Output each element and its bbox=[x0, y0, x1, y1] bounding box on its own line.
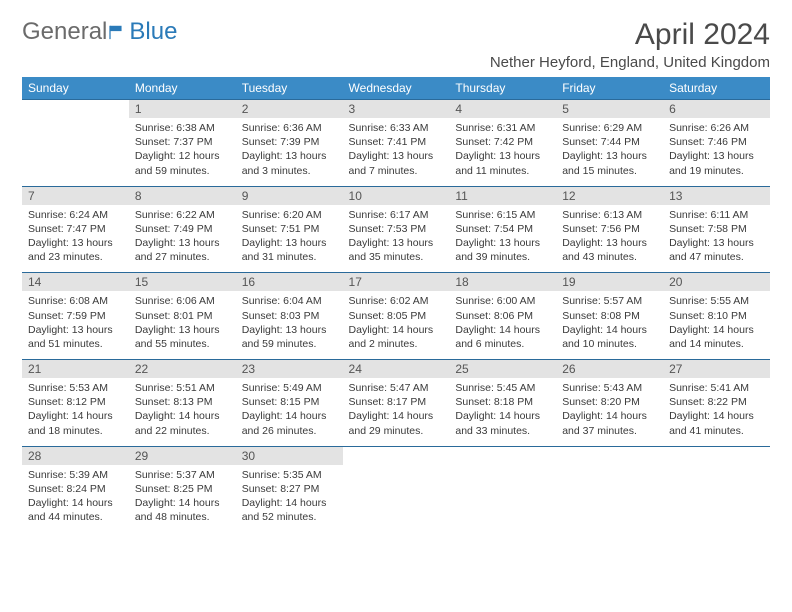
day-info-cell: Sunrise: 6:33 AMSunset: 7:41 PMDaylight:… bbox=[343, 118, 450, 186]
day-number-cell: 20 bbox=[663, 273, 770, 292]
day-info-cell: Sunrise: 6:29 AMSunset: 7:44 PMDaylight:… bbox=[556, 118, 663, 186]
day-number-cell: 30 bbox=[236, 446, 343, 465]
day-number-cell: 15 bbox=[129, 273, 236, 292]
weekday-header: Friday bbox=[556, 77, 663, 100]
day-info-cell bbox=[343, 465, 450, 533]
logo: General Blue bbox=[22, 18, 177, 46]
day-number-cell: 17 bbox=[343, 273, 450, 292]
day-number-cell: 16 bbox=[236, 273, 343, 292]
day-info-cell: Sunrise: 5:41 AMSunset: 8:22 PMDaylight:… bbox=[663, 378, 770, 446]
day-number-cell: 2 bbox=[236, 100, 343, 119]
day-info-cell: Sunrise: 6:04 AMSunset: 8:03 PMDaylight:… bbox=[236, 291, 343, 359]
day-info-cell: Sunrise: 5:47 AMSunset: 8:17 PMDaylight:… bbox=[343, 378, 450, 446]
day-number-cell: 21 bbox=[22, 360, 129, 379]
day-number-cell: 4 bbox=[449, 100, 556, 119]
day-number-row: 282930 bbox=[22, 446, 770, 465]
day-number-cell: 8 bbox=[129, 186, 236, 205]
day-number-cell: 13 bbox=[663, 186, 770, 205]
day-info-cell: Sunrise: 5:35 AMSunset: 8:27 PMDaylight:… bbox=[236, 465, 343, 533]
logo-text-general: General bbox=[22, 18, 107, 46]
day-number-cell: 18 bbox=[449, 273, 556, 292]
calendar-body: 123456Sunrise: 6:38 AMSunset: 7:37 PMDay… bbox=[22, 100, 770, 533]
logo-text-blue: Blue bbox=[129, 18, 177, 46]
day-number-row: 14151617181920 bbox=[22, 273, 770, 292]
day-number-cell: 3 bbox=[343, 100, 450, 119]
weekday-header: Thursday bbox=[449, 77, 556, 100]
day-number-cell: 25 bbox=[449, 360, 556, 379]
day-number-cell: 19 bbox=[556, 273, 663, 292]
day-info-cell: Sunrise: 6:08 AMSunset: 7:59 PMDaylight:… bbox=[22, 291, 129, 359]
day-number-cell: 23 bbox=[236, 360, 343, 379]
day-info-row: Sunrise: 5:53 AMSunset: 8:12 PMDaylight:… bbox=[22, 378, 770, 446]
calendar-table: SundayMondayTuesdayWednesdayThursdayFrid… bbox=[22, 77, 770, 533]
weekday-header: Monday bbox=[129, 77, 236, 100]
location: Nether Heyford, England, United Kingdom bbox=[490, 54, 770, 71]
day-number-cell: 10 bbox=[343, 186, 450, 205]
day-info-cell: Sunrise: 6:13 AMSunset: 7:56 PMDaylight:… bbox=[556, 205, 663, 273]
month-title: April 2024 bbox=[490, 18, 770, 52]
day-info-cell: Sunrise: 6:31 AMSunset: 7:42 PMDaylight:… bbox=[449, 118, 556, 186]
day-info-row: Sunrise: 6:08 AMSunset: 7:59 PMDaylight:… bbox=[22, 291, 770, 359]
day-number-cell: 6 bbox=[663, 100, 770, 119]
day-info-cell: Sunrise: 6:38 AMSunset: 7:37 PMDaylight:… bbox=[129, 118, 236, 186]
day-info-cell: Sunrise: 6:26 AMSunset: 7:46 PMDaylight:… bbox=[663, 118, 770, 186]
day-number-row: 123456 bbox=[22, 100, 770, 119]
day-number-cell: 14 bbox=[22, 273, 129, 292]
day-number-cell bbox=[22, 100, 129, 119]
day-number-cell: 29 bbox=[129, 446, 236, 465]
day-info-cell: Sunrise: 6:02 AMSunset: 8:05 PMDaylight:… bbox=[343, 291, 450, 359]
title-block: April 2024 Nether Heyford, England, Unit… bbox=[490, 18, 770, 71]
day-number-cell: 22 bbox=[129, 360, 236, 379]
day-number-cell bbox=[449, 446, 556, 465]
day-info-cell: Sunrise: 5:55 AMSunset: 8:10 PMDaylight:… bbox=[663, 291, 770, 359]
day-number-cell bbox=[663, 446, 770, 465]
day-info-cell bbox=[449, 465, 556, 533]
day-info-cell: Sunrise: 6:15 AMSunset: 7:54 PMDaylight:… bbox=[449, 205, 556, 273]
day-number-cell: 1 bbox=[129, 100, 236, 119]
day-info-cell: Sunrise: 6:24 AMSunset: 7:47 PMDaylight:… bbox=[22, 205, 129, 273]
day-info-row: Sunrise: 6:38 AMSunset: 7:37 PMDaylight:… bbox=[22, 118, 770, 186]
day-info-cell bbox=[663, 465, 770, 533]
day-number-cell: 27 bbox=[663, 360, 770, 379]
day-info-cell: Sunrise: 5:37 AMSunset: 8:25 PMDaylight:… bbox=[129, 465, 236, 533]
weekday-header: Wednesday bbox=[343, 77, 450, 100]
day-info-cell bbox=[22, 118, 129, 186]
day-number-cell: 28 bbox=[22, 446, 129, 465]
day-number-cell: 24 bbox=[343, 360, 450, 379]
day-info-cell: Sunrise: 6:17 AMSunset: 7:53 PMDaylight:… bbox=[343, 205, 450, 273]
calendar-head: SundayMondayTuesdayWednesdayThursdayFrid… bbox=[22, 77, 770, 100]
day-info-cell: Sunrise: 6:22 AMSunset: 7:49 PMDaylight:… bbox=[129, 205, 236, 273]
day-number-cell: 11 bbox=[449, 186, 556, 205]
day-info-cell: Sunrise: 6:36 AMSunset: 7:39 PMDaylight:… bbox=[236, 118, 343, 186]
day-info-cell bbox=[556, 465, 663, 533]
weekday-header: Tuesday bbox=[236, 77, 343, 100]
header: General Blue April 2024 Nether Heyford, … bbox=[22, 18, 770, 71]
day-info-cell: Sunrise: 5:53 AMSunset: 8:12 PMDaylight:… bbox=[22, 378, 129, 446]
day-number-row: 21222324252627 bbox=[22, 360, 770, 379]
day-number-cell bbox=[556, 446, 663, 465]
day-number-cell: 5 bbox=[556, 100, 663, 119]
day-info-cell: Sunrise: 6:11 AMSunset: 7:58 PMDaylight:… bbox=[663, 205, 770, 273]
day-info-cell: Sunrise: 5:57 AMSunset: 8:08 PMDaylight:… bbox=[556, 291, 663, 359]
day-number-cell bbox=[343, 446, 450, 465]
day-info-cell: Sunrise: 5:51 AMSunset: 8:13 PMDaylight:… bbox=[129, 378, 236, 446]
day-number-cell: 9 bbox=[236, 186, 343, 205]
day-number-cell: 26 bbox=[556, 360, 663, 379]
day-info-cell: Sunrise: 5:39 AMSunset: 8:24 PMDaylight:… bbox=[22, 465, 129, 533]
day-info-cell: Sunrise: 5:43 AMSunset: 8:20 PMDaylight:… bbox=[556, 378, 663, 446]
day-info-cell: Sunrise: 6:20 AMSunset: 7:51 PMDaylight:… bbox=[236, 205, 343, 273]
weekday-header: Saturday bbox=[663, 77, 770, 100]
day-number-cell: 12 bbox=[556, 186, 663, 205]
day-info-cell: Sunrise: 6:00 AMSunset: 8:06 PMDaylight:… bbox=[449, 291, 556, 359]
day-info-cell: Sunrise: 5:45 AMSunset: 8:18 PMDaylight:… bbox=[449, 378, 556, 446]
day-number-cell: 7 bbox=[22, 186, 129, 205]
day-number-row: 78910111213 bbox=[22, 186, 770, 205]
weekday-header: Sunday bbox=[22, 77, 129, 100]
day-info-row: Sunrise: 5:39 AMSunset: 8:24 PMDaylight:… bbox=[22, 465, 770, 533]
day-info-cell: Sunrise: 5:49 AMSunset: 8:15 PMDaylight:… bbox=[236, 378, 343, 446]
logo-flag-icon bbox=[109, 24, 127, 40]
day-info-cell: Sunrise: 6:06 AMSunset: 8:01 PMDaylight:… bbox=[129, 291, 236, 359]
day-info-row: Sunrise: 6:24 AMSunset: 7:47 PMDaylight:… bbox=[22, 205, 770, 273]
